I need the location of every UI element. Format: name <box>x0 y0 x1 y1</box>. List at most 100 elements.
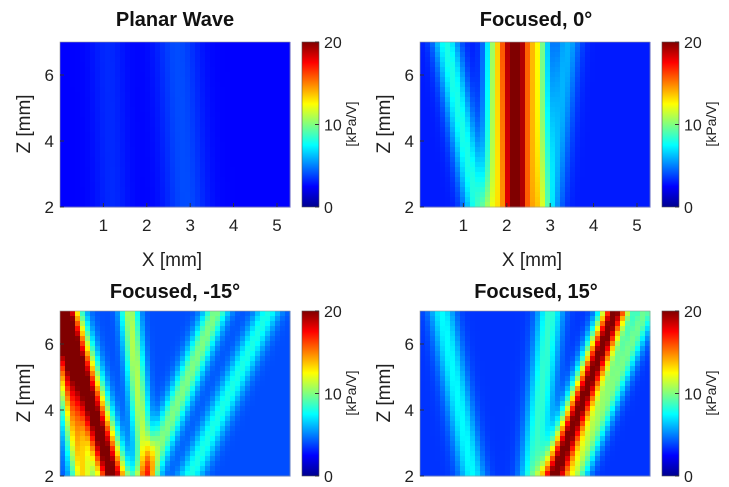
heatmap-cell <box>250 351 256 357</box>
heatmap-cell <box>570 72 576 78</box>
heatmap-cell <box>230 187 236 193</box>
heatmap-cell <box>640 162 646 168</box>
heatmap-cell <box>135 441 141 447</box>
heatmap-cell <box>615 102 621 108</box>
heatmap-cell <box>250 72 256 78</box>
heatmap-cell <box>485 47 491 53</box>
heatmap-cell <box>165 391 171 397</box>
heatmap-cell <box>160 431 166 437</box>
heatmap-cell <box>210 371 216 377</box>
heatmap-cell <box>245 351 251 357</box>
heatmap-cell <box>615 167 621 173</box>
heatmap-cell <box>510 187 516 193</box>
heatmap-cell <box>60 182 66 188</box>
heatmap-cell <box>90 62 96 68</box>
heatmap-cell <box>95 117 101 123</box>
heatmap-cell <box>580 57 586 63</box>
heatmap-cell <box>265 147 271 153</box>
heatmap-cell <box>510 132 516 138</box>
heatmap-cell <box>175 62 181 68</box>
heatmap-cell <box>110 331 116 337</box>
heatmap-cell <box>165 132 171 138</box>
heatmap-cell <box>575 107 581 113</box>
heatmap-cell <box>125 102 131 108</box>
heatmap-cell <box>125 172 131 178</box>
heatmap-cell <box>545 192 551 198</box>
heatmap-cell <box>190 346 196 352</box>
heatmap-cell <box>70 47 76 53</box>
heatmap-cell <box>495 82 501 88</box>
heatmap-cell <box>75 77 81 83</box>
heatmap-cell <box>95 182 101 188</box>
heatmap-cell <box>135 471 141 477</box>
heatmap-cell <box>170 356 176 362</box>
heatmap-cell <box>90 371 96 377</box>
heatmap-cell <box>215 87 221 93</box>
heatmap-cell <box>60 311 66 317</box>
heatmap-cell <box>535 172 541 178</box>
heatmap-cell <box>155 142 161 148</box>
heatmap-cell <box>100 152 106 158</box>
heatmap-cell <box>465 187 471 193</box>
heatmap-cell <box>425 42 431 48</box>
heatmap-cell <box>235 376 241 382</box>
heatmap-cell <box>85 112 91 118</box>
heatmap-cell <box>595 77 601 83</box>
heatmap-cell <box>540 57 546 63</box>
heatmap-cell <box>175 42 181 48</box>
heatmap-cell <box>420 396 426 402</box>
heatmap-cell <box>115 202 121 208</box>
heatmap-cell <box>140 182 146 188</box>
heatmap-cell <box>195 346 201 352</box>
heatmap-cell <box>210 42 216 48</box>
heatmap-cell <box>470 112 476 118</box>
heatmap-cell <box>250 42 256 48</box>
heatmap-cell <box>425 376 431 382</box>
heatmap-cell <box>270 426 276 432</box>
heatmap-cell <box>430 431 436 437</box>
heatmap-cell <box>220 371 226 377</box>
heatmap-cell <box>180 142 186 148</box>
heatmap-cell <box>565 197 571 203</box>
heatmap-cell <box>280 52 286 58</box>
heatmap-cell <box>460 401 466 407</box>
heatmap-cell <box>260 406 266 412</box>
heatmap-cell <box>145 102 151 108</box>
heatmap-cell <box>285 107 291 113</box>
heatmap-cell <box>220 391 226 397</box>
heatmap-cell <box>520 167 526 173</box>
heatmap-cell <box>555 72 561 78</box>
heatmap-cell <box>185 316 191 322</box>
heatmap-cell <box>125 112 131 118</box>
heatmap-cell <box>285 202 291 208</box>
heatmap-cell <box>450 456 456 462</box>
heatmap-cell <box>150 112 156 118</box>
heatmap-cell <box>270 172 276 178</box>
heatmap-cell <box>510 112 516 118</box>
heatmap-cell <box>440 192 446 198</box>
heatmap-cell <box>600 107 606 113</box>
heatmap-cell <box>130 411 136 417</box>
heatmap-cell <box>435 346 441 352</box>
heatmap-cell <box>420 197 426 203</box>
heatmap-cell <box>420 381 426 387</box>
heatmap-cell <box>120 366 126 372</box>
heatmap-cell <box>285 157 291 163</box>
heatmap-cell <box>190 331 196 337</box>
heatmap-cell <box>95 356 101 362</box>
heatmap-cell <box>180 391 186 397</box>
heatmap-cell <box>95 177 101 183</box>
heatmap-cell <box>445 321 451 327</box>
heatmap-cell <box>60 62 66 68</box>
heatmap-cell <box>625 62 631 68</box>
heatmap-cell <box>235 331 241 337</box>
heatmap-cell <box>260 72 266 78</box>
heatmap-cell <box>475 127 481 133</box>
heatmap-cell <box>245 466 251 472</box>
heatmap-cell <box>460 92 466 98</box>
heatmap-cell <box>170 127 176 133</box>
heatmap-cell <box>75 446 81 452</box>
heatmap-cell <box>630 172 636 178</box>
heatmap-cell <box>280 152 286 158</box>
